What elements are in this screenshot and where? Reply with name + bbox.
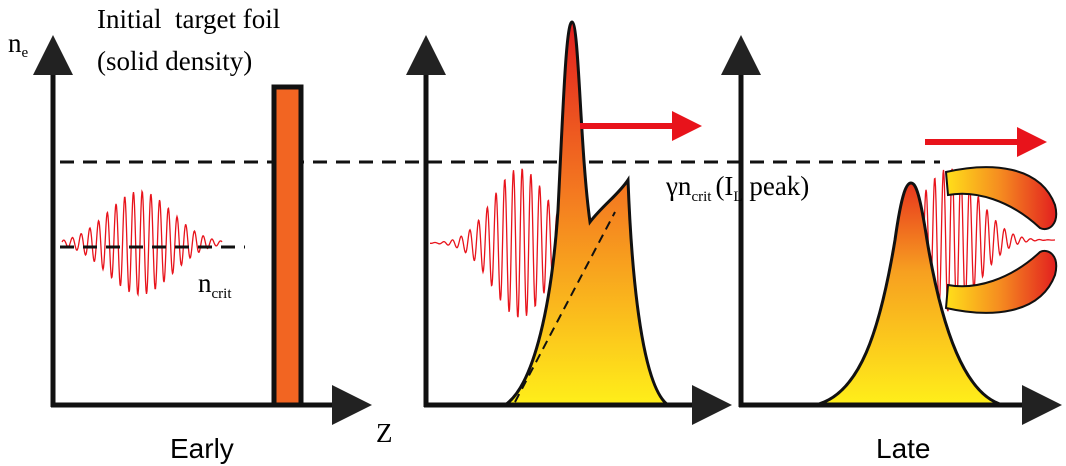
transmitted-lobe (944, 166, 1058, 230)
caption: Late (876, 433, 931, 464)
axes (33, 35, 1062, 425)
laser-pulses (61, 168, 1055, 318)
laser-wave (61, 189, 223, 297)
density-profile (500, 20, 673, 407)
annotation: ncrit (198, 268, 232, 302)
target-foil (271, 84, 304, 408)
annotation: (solid density) (97, 46, 252, 76)
laser-wave (917, 168, 1055, 312)
y-axis-label: ne (8, 28, 29, 61)
x-axis-label: Z (376, 418, 393, 448)
caption: Early (170, 433, 234, 464)
annotation: γncrit (IL peak) (665, 171, 809, 205)
initial-slope (514, 211, 616, 403)
density-profile (814, 181, 1004, 407)
transmitted-lobe (944, 250, 1058, 314)
laser-wave (430, 168, 561, 318)
annotation: Initial target foil (97, 4, 280, 34)
